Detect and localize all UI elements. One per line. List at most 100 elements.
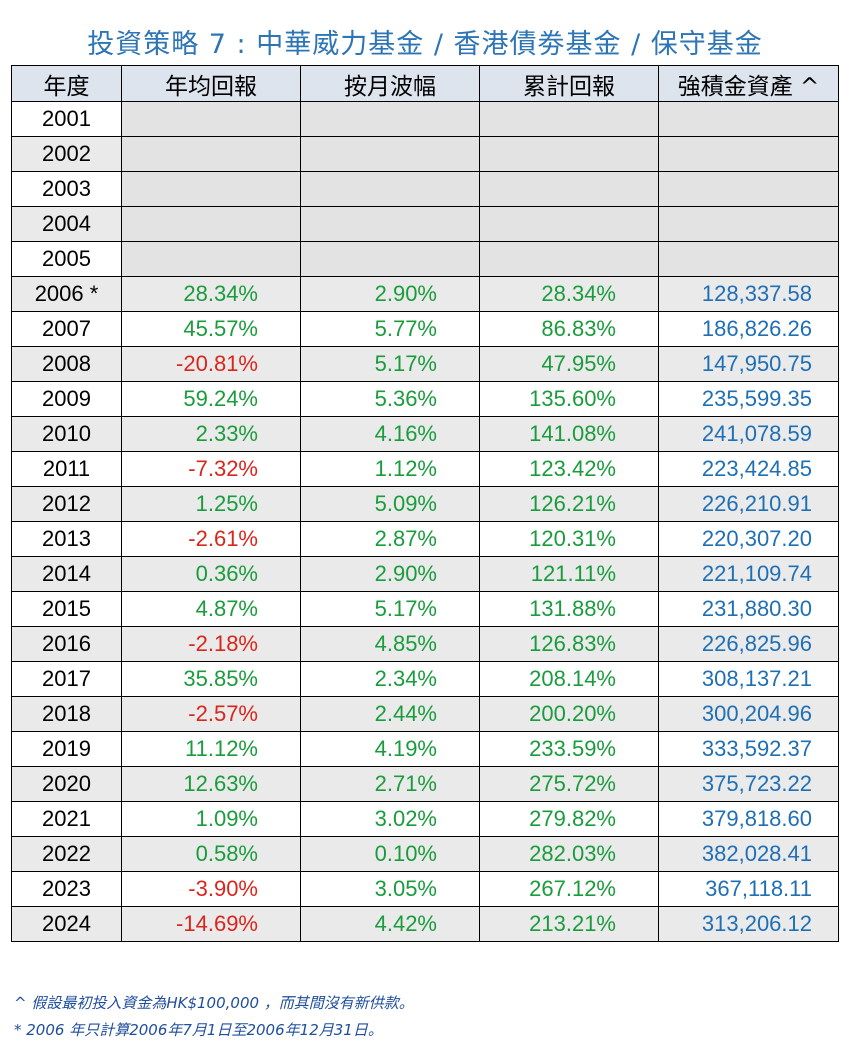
cell-monthly-volatility: 4.16% (300, 416, 480, 452)
cell-cumulative-return: 141.08% (479, 416, 659, 452)
cell-cumulative-return: 275.72% (479, 766, 659, 802)
cell-cumulative-return: 126.83% (479, 626, 659, 662)
cell-year: 2023 (11, 871, 122, 907)
cell-annual-return: 59.24% (121, 381, 301, 417)
cell-monthly-volatility: 5.36% (300, 381, 480, 417)
footnote-initial-capital: ^ 假設最初投入資金為HK$100,000 ，而其間沒有新供款。 (14, 994, 414, 1012)
cell-mpf-assets: 226,825.96 (658, 626, 839, 662)
cell-cumulative-return: 120.31% (479, 521, 659, 557)
cell-monthly-volatility: 4.42% (300, 906, 480, 942)
cell-cumulative-return: 86.83% (479, 311, 659, 347)
cell-monthly-volatility: 4.85% (300, 626, 480, 662)
cell-year: 2019 (11, 731, 122, 767)
cell-cumulative-return: 121.11% (479, 556, 659, 592)
cell-year: 2009 (11, 381, 122, 417)
table-row: 2013 -2.61% 2.87% 120.31% 220,307.20 (11, 521, 839, 557)
cell-cumulative-return: 123.42% (479, 451, 659, 487)
cell-annual-return: 11.12% (121, 731, 301, 767)
cell-year: 2012 (11, 486, 122, 522)
cell-annual-return: 1.09% (121, 801, 301, 837)
cell-mpf-assets: 300,204.96 (658, 696, 839, 732)
cell-annual-return: 35.85% (121, 661, 301, 697)
cell-annual-return: -3.90% (121, 871, 301, 907)
table-row: 2003 (11, 171, 839, 207)
table-row: 2021 1.09% 3.02% 279.82% 379,818.60 (11, 801, 839, 837)
cell-mpf-assets (658, 101, 839, 137)
cell-annual-return: 1.25% (121, 486, 301, 522)
cell-cumulative-return: 131.88% (479, 591, 659, 627)
table-row: 2005 (11, 241, 839, 277)
cell-monthly-volatility: 2.90% (300, 556, 480, 592)
cell-cumulative-return: 233.59% (479, 731, 659, 767)
cell-year: 2011 (11, 451, 122, 487)
cell-cumulative-return: 135.60% (479, 381, 659, 417)
cell-year: 2007 (11, 311, 122, 347)
table-row: 2010 2.33% 4.16% 141.08% 241,078.59 (11, 416, 839, 452)
cell-annual-return (121, 171, 301, 207)
cell-annual-return: -20.81% (121, 346, 301, 382)
table-row: 2009 59.24% 5.36% 135.60% 235,599.35 (11, 381, 839, 417)
cell-mpf-assets: 231,880.30 (658, 591, 839, 627)
header-monthly-volatility: 按月波幅 (300, 65, 480, 102)
cell-year: 2024 (11, 906, 122, 942)
footnote-2006-period: * 2006 年只計算2006年7月1日至2006年12月31日。 (14, 1021, 383, 1039)
cell-cumulative-return: 208.14% (479, 661, 659, 697)
cell-monthly-volatility (300, 136, 480, 172)
cell-monthly-volatility: 2.90% (300, 276, 480, 312)
cell-cumulative-return (479, 101, 659, 137)
cell-mpf-assets: 128,337.58 (658, 276, 839, 312)
cell-year: 2010 (11, 416, 122, 452)
cell-mpf-assets: 226,210.91 (658, 486, 839, 522)
cell-mpf-assets: 382,028.41 (658, 836, 839, 872)
cell-annual-return: 4.87% (121, 591, 301, 627)
cell-annual-return: -2.57% (121, 696, 301, 732)
cell-monthly-volatility: 2.44% (300, 696, 480, 732)
cell-cumulative-return: 213.21% (479, 906, 659, 942)
cell-monthly-volatility (300, 171, 480, 207)
cell-monthly-volatility (300, 101, 480, 137)
cell-annual-return (121, 241, 301, 277)
cell-mpf-assets (658, 206, 839, 242)
cell-year: 2013 (11, 521, 122, 557)
footnotes: ^ 假設最初投入資金為HK$100,000 ，而其間沒有新供款。 * 2006 … (14, 990, 414, 1044)
table-row: 2015 4.87% 5.17% 131.88% 231,880.30 (11, 591, 839, 627)
table-row: 2001 (11, 101, 839, 137)
table-row: 2007 45.57% 5.77% 86.83% 186,826.26 (11, 311, 839, 347)
cell-mpf-assets: 379,818.60 (658, 801, 839, 837)
table-body: 2001 2002 2003 2004 2005 2006 * 28.34% 2.90% 28.… (11, 101, 839, 942)
cell-monthly-volatility (300, 241, 480, 277)
cell-mpf-assets (658, 136, 839, 172)
cell-mpf-assets: 221,109.74 (658, 556, 839, 592)
cell-year: 2017 (11, 661, 122, 697)
cell-mpf-assets: 333,592.37 (658, 731, 839, 767)
cell-mpf-assets: 375,723.22 (658, 766, 839, 802)
cell-year: 2005 (11, 241, 122, 277)
performance-table: 年度 年均回報 按月波幅 累計回報 強積金資產 ^ 2001 2002 2003 20… (11, 65, 839, 942)
table-row: 2018 -2.57% 2.44% 200.20% 300,204.96 (11, 696, 839, 732)
header-cumulative-return: 累計回報 (479, 65, 659, 102)
cell-cumulative-return (479, 206, 659, 242)
cell-annual-return: -2.61% (121, 521, 301, 557)
cell-annual-return: 45.57% (121, 311, 301, 347)
cell-annual-return (121, 101, 301, 137)
cell-monthly-volatility: 3.05% (300, 871, 480, 907)
table-row: 2023 -3.90% 3.05% 267.12% 367,118.11 (11, 871, 839, 907)
table-row: 2020 12.63% 2.71% 275.72% 375,723.22 (11, 766, 839, 802)
cell-monthly-volatility: 5.09% (300, 486, 480, 522)
cell-year: 2020 (11, 766, 122, 802)
cell-mpf-assets: 223,424.85 (658, 451, 839, 487)
cell-year: 2004 (11, 206, 122, 242)
table-header-row: 年度 年均回報 按月波幅 累計回報 強積金資產 ^ (11, 65, 839, 102)
cell-monthly-volatility: 0.10% (300, 836, 480, 872)
cell-monthly-volatility: 2.71% (300, 766, 480, 802)
table-row: 2024 -14.69% 4.42% 213.21% 313,206.12 (11, 906, 839, 942)
cell-mpf-assets: 235,599.35 (658, 381, 839, 417)
cell-cumulative-return: 279.82% (479, 801, 659, 837)
cell-monthly-volatility: 3.02% (300, 801, 480, 837)
cell-annual-return (121, 136, 301, 172)
header-year: 年度 (11, 65, 122, 102)
cell-mpf-assets: 241,078.59 (658, 416, 839, 452)
cell-annual-return: 2.33% (121, 416, 301, 452)
table-row: 2017 35.85% 2.34% 208.14% 308,137.21 (11, 661, 839, 697)
cell-monthly-volatility: 5.77% (300, 311, 480, 347)
